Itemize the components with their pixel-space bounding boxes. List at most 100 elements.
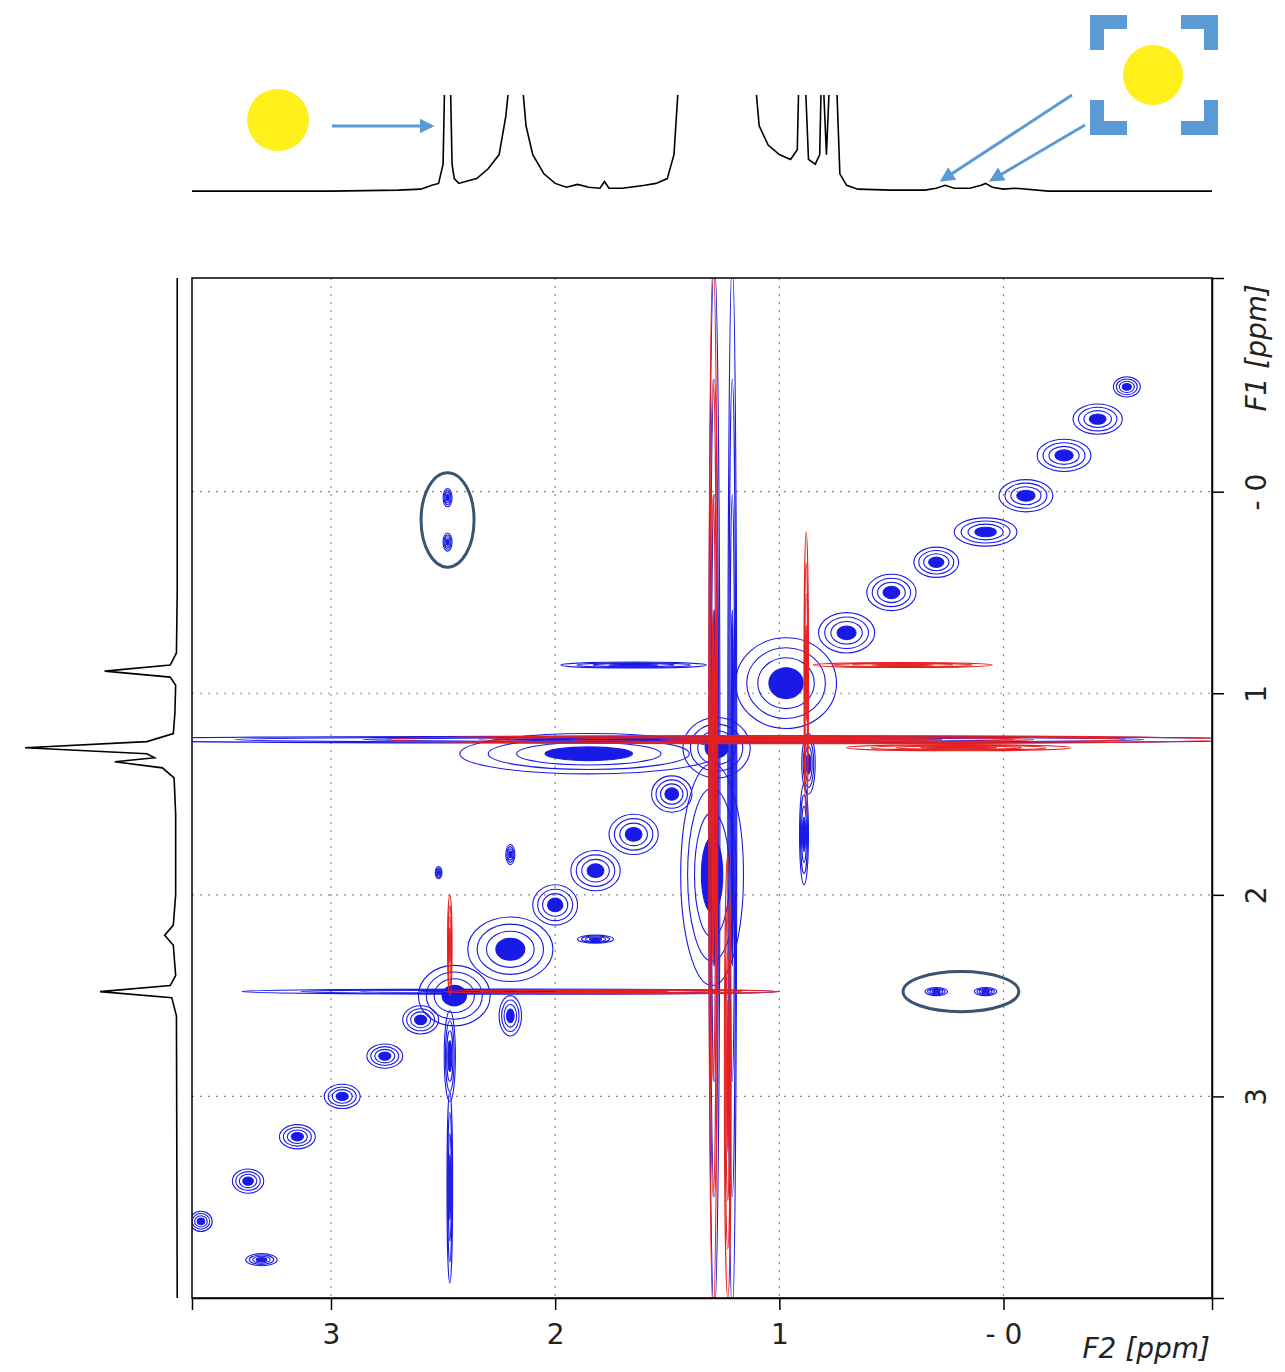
contour-level [287, 1130, 307, 1144]
contour-level [548, 898, 563, 912]
contour-level [478, 736, 1125, 742]
contour-level [504, 1004, 517, 1027]
x-tick-mark [1003, 1298, 1005, 1310]
contour-level [919, 550, 954, 574]
contour-level [445, 493, 450, 503]
contour-level [867, 574, 916, 610]
contour-level [747, 648, 826, 719]
contour-level [545, 747, 633, 761]
contour-level [241, 989, 779, 994]
plot-area [192, 278, 1212, 1298]
highlight-ellipse [421, 473, 474, 567]
contour-level [239, 1174, 257, 1188]
arrow [942, 95, 1072, 180]
contour-level [924, 554, 949, 571]
contour-level [256, 1258, 267, 1262]
contour-series [443, 489, 997, 996]
contour-level [197, 1218, 205, 1225]
contour-level [235, 737, 1144, 743]
contour-level [411, 1012, 431, 1028]
contour-level [496, 938, 525, 960]
contour-level [1119, 381, 1134, 392]
contour-level [1005, 483, 1047, 508]
contour-level [448, 1041, 452, 1072]
contour-level [509, 851, 512, 858]
y-tick: 2 [1212, 886, 1273, 904]
contour-level [243, 1177, 254, 1185]
contour-level [375, 1049, 395, 1063]
contour-level [577, 663, 691, 668]
contour-level [977, 988, 994, 994]
x-tick-mark [779, 1298, 781, 1310]
contour-level [852, 664, 952, 667]
grid [192, 278, 1212, 1298]
contour-level [609, 814, 658, 854]
contour-level [930, 989, 943, 994]
contour-level [724, 855, 731, 1298]
contour-series [192, 278, 1212, 1298]
contour-level [246, 1254, 277, 1266]
contour-level [1116, 379, 1137, 395]
bracket-icon [1181, 22, 1211, 50]
x-axis-title: F2 [ppm] [1083, 1332, 1211, 1365]
contour-level [999, 480, 1053, 512]
arrow [332, 125, 432, 128]
contour-level [727, 1001, 729, 1152]
contour-level [593, 663, 675, 666]
contour-level [367, 1044, 403, 1068]
contour-level [437, 871, 439, 875]
grid-line-y [192, 693, 1212, 694]
bracket-icon [1097, 100, 1127, 128]
contour-level [434, 979, 474, 1013]
contour-level [1113, 377, 1140, 397]
contour-level [576, 855, 614, 886]
contour-level [448, 895, 452, 996]
chart: 321- 0F2 [ppm]- 0123F1 [ppm] [0, 0, 1285, 1372]
contour-level [929, 557, 944, 567]
contour-level [480, 990, 742, 993]
contour-level [974, 988, 996, 996]
contour-level [363, 738, 1016, 742]
contour-level [878, 582, 906, 602]
contour-level [554, 991, 668, 992]
grid-line-x [555, 278, 556, 1298]
contour-level [443, 533, 452, 551]
contour-level [379, 1052, 391, 1060]
contour-level [736, 638, 837, 729]
contour-level [587, 864, 604, 878]
contour-level [609, 664, 659, 666]
grid-line-y [192, 894, 1212, 895]
x-axis: 321- 0 [193, 1298, 1213, 1351]
arrow [992, 125, 1085, 180]
contour-level [954, 518, 1017, 546]
contour-level [620, 823, 648, 846]
projection-f1-line [25, 278, 177, 1298]
contour-level [731, 610, 734, 966]
contour-level [192, 1214, 209, 1230]
contour-level [802, 817, 805, 851]
contour-level [449, 917, 452, 973]
highlight-ellipse [903, 972, 1019, 1012]
contour-level [507, 847, 514, 863]
contour-level [928, 988, 945, 994]
contour-level [1084, 411, 1112, 428]
annotations [247, 22, 1211, 1012]
contour-level [236, 1172, 260, 1191]
contour-level [652, 776, 692, 812]
contour-level [387, 736, 1212, 744]
contour-level [443, 489, 452, 507]
contour-level [447, 1091, 453, 1283]
contour-level [448, 1112, 452, 1261]
x-axis-line [193, 1299, 1213, 1311]
contour-level [769, 668, 803, 699]
contour-level [426, 972, 482, 1019]
contour-level [449, 928, 451, 962]
y-axis-title: F1 [ppm] [1240, 284, 1273, 412]
grid-line-x [1003, 278, 1004, 1298]
contour-level [444, 491, 451, 505]
contour-level [1037, 439, 1091, 471]
yellow-circle-icon [1123, 45, 1183, 105]
projection-f2-line [192, 95, 1212, 191]
contour-level [1078, 407, 1116, 431]
contour-level [709, 278, 718, 1298]
